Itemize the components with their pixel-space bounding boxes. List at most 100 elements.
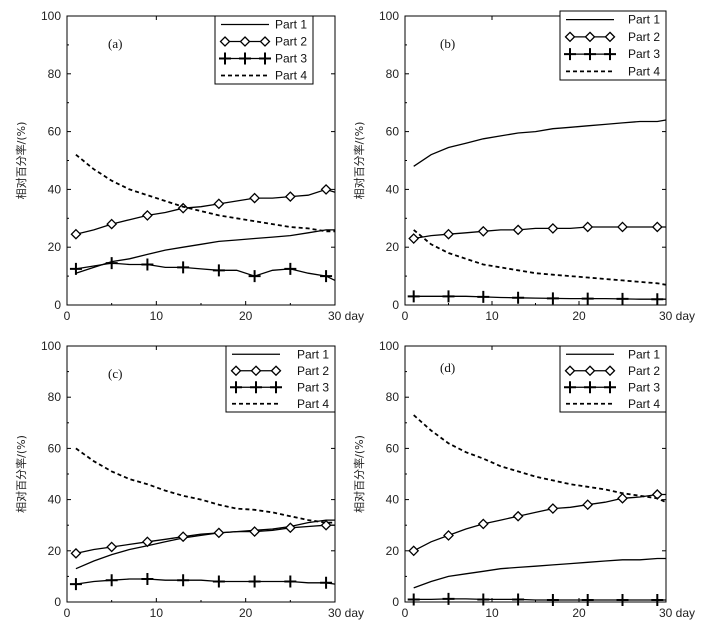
chart-panel-1: 0 20 40 60 80 100 0 10 20 30 day 相对百分率/(%) (a) Part … [14,9,364,323]
data-point-plus [651,593,664,606]
data-point-plus [616,292,629,305]
data-point-diamond [284,522,296,534]
series-line [413,295,666,300]
x-tick-label: 20 [239,606,253,620]
data-point-diamond [141,536,153,548]
x-tick-label: 20 [572,606,586,620]
data-point-diamond [213,198,225,210]
panel-letter: (d) [440,360,455,375]
data-point-diamond [512,224,524,236]
legend-marker-plus [250,381,262,394]
data-point-plus [581,292,594,305]
series-part-1 [413,119,667,167]
legend-marker-diamond [230,365,242,377]
y-tick-label: 40 [48,493,62,507]
data-point-diamond [582,499,594,511]
series-line [413,557,666,589]
legend-marker-plus [239,52,251,65]
legend-marker-diamond [584,31,596,43]
legend-label: Part 4 [628,64,660,78]
panel-letter: (c) [108,366,122,381]
legend-frame [214,15,314,85]
data-point-plus [177,574,190,587]
data-point-plus [477,290,490,303]
series-part-3 [69,572,336,591]
data-point-diamond [177,531,189,543]
data-point-plus [105,257,118,270]
legend-label: Part 2 [628,364,660,378]
legend-label: Part 4 [628,397,660,411]
legend-marker-plus [584,48,596,61]
chart-panel-4: 0 20 40 60 80 100 0 10 20 30 day 相对百分率/(%) (d) Part … [352,339,695,620]
y-tick-label: 100 [41,9,61,23]
y-tick-label: 100 [41,339,61,353]
series-part-4 [413,414,667,504]
data-point-diamond [547,503,559,514]
data-point-plus [69,578,82,591]
x-tick-label: 30 day [659,606,695,620]
x-tick-label: 20 [239,309,253,323]
series-part-2 [408,221,666,244]
legend: Part 1 Part 2 Part 3 Part 4 [214,15,314,85]
data-point-plus [512,291,525,304]
x-tick-label: 30 day [659,309,695,323]
data-point-plus [442,592,455,605]
series-part-4 [75,154,335,233]
y-tick-label: 60 [48,125,62,139]
data-point-plus [105,574,118,587]
x-tick-label: 30 day [328,606,364,620]
data-point-diamond [443,530,454,541]
data-point-diamond [477,225,489,237]
legend-marker-plus [564,48,576,61]
y-axis-label: 相对百分率/(%) [14,122,28,200]
x-tick-label: 10 [485,309,499,323]
x-tick-label: 0 [64,606,71,620]
data-point-plus [581,593,594,606]
y-tick-label: 80 [48,67,62,81]
y-tick-label: 80 [48,390,62,404]
legend: Part 1 Part 2 Part 3 Part 4 [225,345,336,413]
data-point-plus [284,262,297,275]
legend-marker-diamond [270,365,282,377]
data-point-diamond [249,526,261,538]
y-tick-label: 40 [386,182,400,196]
series-part-2 [70,519,335,559]
data-point-diamond [617,221,628,233]
y-tick-label: 60 [48,441,62,455]
series-line [75,524,335,555]
legend-marker-diamond [564,365,576,377]
data-point-diamond [651,221,663,233]
legend-marker-plus [259,52,271,65]
y-axis-label: 相对百分率/(%) [352,122,366,200]
data-point-diamond [106,218,118,230]
legend-marker-plus [604,381,616,394]
legend-label: Part 3 [628,380,660,394]
legend-marker-diamond [219,36,231,47]
panel-letter: (a) [108,36,122,51]
data-point-diamond [617,492,628,504]
series-line [413,598,666,601]
legend-label: Part 1 [297,347,329,361]
legend-label: Part 1 [628,347,660,361]
legend-marker-plus [584,381,596,394]
legend-frame [559,345,667,413]
y-tick-label: 80 [386,67,400,81]
data-point-plus [248,575,261,588]
y-tick-label: 80 [386,390,400,404]
data-point-plus [616,593,629,606]
legend-marker-diamond [584,365,596,377]
data-point-diamond [106,541,118,553]
data-point-plus [248,270,261,283]
data-point-plus [512,593,525,606]
legend-marker-diamond [604,365,616,377]
data-point-diamond [141,209,153,221]
legend-marker-plus [219,52,231,65]
series-line [75,578,336,585]
data-point-plus [477,593,490,606]
series-line [75,229,335,274]
legend-marker-diamond [239,36,251,47]
data-point-plus [284,575,297,588]
legend-label: Part 3 [275,52,307,66]
legend-marker-diamond [564,31,576,43]
